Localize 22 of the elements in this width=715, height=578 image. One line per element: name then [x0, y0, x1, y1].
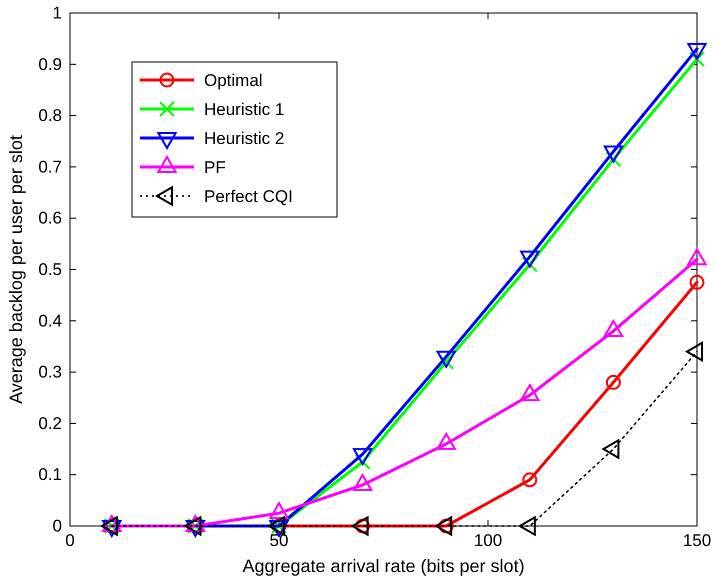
y-tick-label: 1 — [52, 3, 62, 22]
y-tick-label: 0.5 — [38, 260, 62, 279]
y-tick-label: 0.6 — [38, 208, 62, 228]
legend-label: Optimal — [204, 71, 263, 90]
x-tick-label: 0 — [65, 531, 75, 550]
x-tick-label: 50 — [270, 531, 288, 550]
legend-label: Heuristic 1 — [204, 100, 284, 119]
y-tick-label: 0.8 — [38, 106, 62, 126]
y-tick-label: 0.3 — [38, 362, 62, 382]
x-axis-title: Aggregate arrival rate (bits per slot) — [242, 556, 525, 576]
y-tick-label: 0.1 — [38, 465, 62, 484]
y-tick-label: 0 — [52, 516, 62, 536]
x-tick-label: 150 — [682, 531, 712, 550]
x-tick-label: 100 — [474, 531, 502, 550]
y-axis-title: Average backlog per user per slot — [6, 135, 26, 404]
legend-label: Perfect CQI — [204, 187, 293, 206]
legend-label: Heuristic 2 — [204, 129, 284, 148]
y-tick-label: 0.4 — [38, 311, 62, 330]
y-tick-label: 0.7 — [38, 157, 62, 176]
y-tick-label: 0.9 — [38, 54, 62, 74]
legend-label: PF — [204, 158, 226, 177]
y-tick-label: 0.2 — [38, 414, 62, 433]
